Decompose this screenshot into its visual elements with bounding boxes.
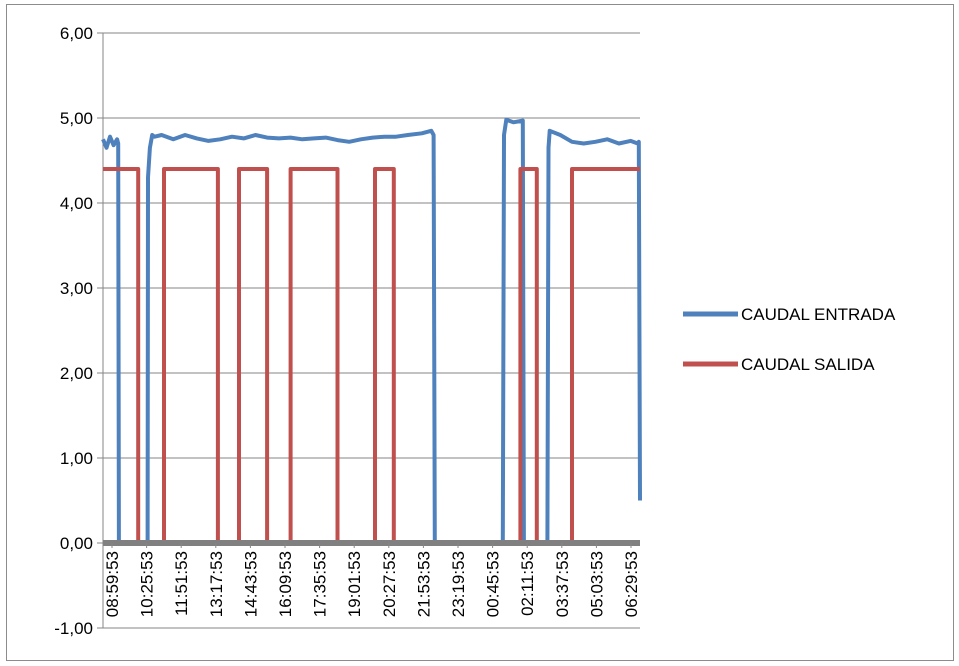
- x-tick-label: 20:27:53: [380, 551, 399, 617]
- x-tick-label: 03:37:53: [553, 551, 572, 617]
- x-axis-ticks: 08:59:53 10:25:53 11:51:53 13:17:53 14:43:53…: [103, 543, 641, 617]
- legend-label-caudal-salida: CAUDAL SALIDA: [741, 355, 875, 374]
- y-tick-label: -1,00: [54, 619, 93, 638]
- x-tick-label: 05:03:53: [587, 551, 606, 617]
- x-tick-label: 23:19:53: [449, 551, 468, 617]
- x-tick-label: 13:17:53: [207, 551, 226, 617]
- y-tick-label: 4,00: [60, 194, 93, 213]
- x-tick-label: 19:01:53: [345, 551, 364, 617]
- y-tick-label: 2,00: [60, 364, 93, 383]
- y-tick-label: 6,00: [60, 24, 93, 43]
- y-axis-ticks: -1,00 0,00 1,00 2,00 3,00 4,00 5,00 6,00: [54, 24, 103, 638]
- x-tick-label: 21:53:53: [414, 551, 433, 617]
- y-tick-label: 3,00: [60, 279, 93, 298]
- legend-label-caudal-entrada: CAUDAL ENTRADA: [741, 305, 896, 324]
- y-tick-label: 0,00: [60, 534, 93, 553]
- y-tick-label: 5,00: [60, 109, 93, 128]
- x-tick-label: 00:45:53: [484, 551, 503, 617]
- y-tick-label: 1,00: [60, 449, 93, 468]
- legend: CAUDAL ENTRADA CAUDAL SALIDA: [683, 305, 896, 374]
- x-tick-label: 10:25:53: [138, 551, 157, 617]
- x-tick-label: 17:35:53: [311, 551, 330, 617]
- x-tick-label: 16:09:53: [276, 551, 295, 617]
- series-line-caudal-salida: [103, 167, 640, 545]
- x-tick-label: 02:11:53: [518, 551, 537, 616]
- series-layer: [101, 117, 642, 546]
- x-tick-label: 14:43:53: [241, 551, 260, 617]
- x-tick-label: 06:29:53: [622, 551, 641, 617]
- series-line-caudal-entrada: [101, 117, 642, 545]
- x-tick-label: 08:59:53: [103, 551, 122, 617]
- grid-layer: [103, 32, 640, 629]
- x-tick-label: 11:51:53: [172, 551, 191, 616]
